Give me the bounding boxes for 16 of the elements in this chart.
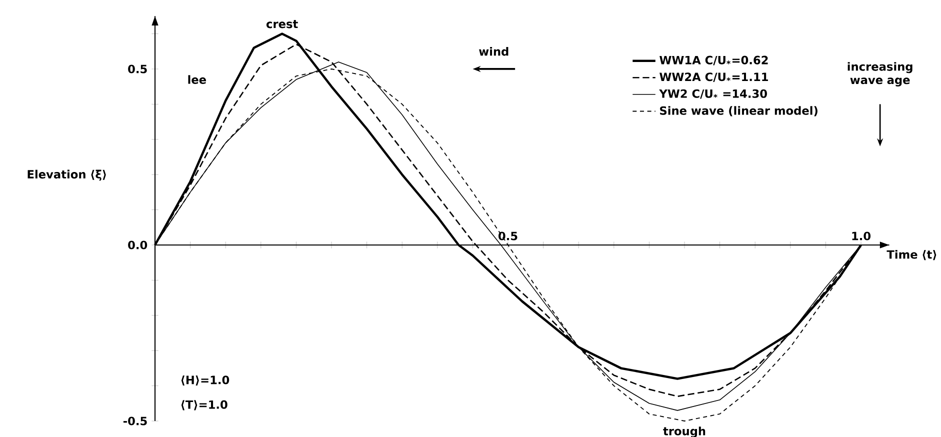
annotation: crest bbox=[266, 20, 298, 28]
annotation: lee bbox=[188, 75, 206, 84]
annotation: ⟨H⟩=1.0 bbox=[181, 375, 230, 386]
annotation: wind bbox=[479, 47, 508, 56]
x-tick-label: 1.0 bbox=[852, 232, 871, 240]
legend-label: YW2 C/U$_{*}$ =14.30 bbox=[659, 89, 767, 99]
y-tick-label: 0.5 bbox=[128, 64, 147, 74]
legend-label: WW1A C/U$_{*}$=0.62 bbox=[660, 56, 768, 66]
legend-label: WW2A C/U$_{*}$=1.11 bbox=[660, 72, 768, 82]
y-tick-label: -0.5 bbox=[123, 416, 147, 426]
legend-label: Sine wave (linear model) bbox=[660, 106, 818, 116]
y-tick-label: 0.0 bbox=[128, 240, 148, 250]
y-axis-title: Elevation ⟨ξ⟩ bbox=[28, 170, 106, 181]
annotation: ⟨T⟩=1.0 bbox=[181, 400, 228, 410]
x-axis-title: Time ⟨t⟩ bbox=[886, 250, 936, 260]
annotation: increasing wave age bbox=[848, 62, 912, 86]
